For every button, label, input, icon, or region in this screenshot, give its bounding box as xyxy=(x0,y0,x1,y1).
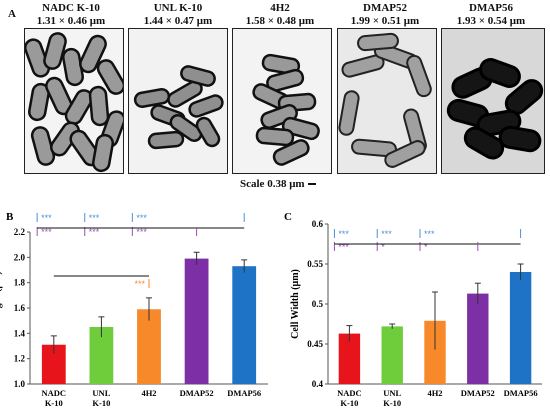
scale-text: Scale 0.38 μm xyxy=(240,178,305,190)
significance-label: *** xyxy=(134,279,145,289)
panel-letter: B xyxy=(6,211,14,223)
bar xyxy=(137,309,161,384)
y-tick-label: 1.8 xyxy=(14,278,26,288)
y-tick-label: 1.2 xyxy=(14,354,26,364)
significance-label: *** xyxy=(41,213,52,223)
bar xyxy=(509,272,532,384)
micrograph-drawing xyxy=(338,32,432,168)
caption-size: 1.99 × 0.51 μm xyxy=(350,15,420,27)
significance-label: *** xyxy=(424,229,435,239)
micrograph-4h2 xyxy=(232,28,332,174)
y-axis-label: Cell Length (μm) xyxy=(0,271,3,344)
x-tick-label: DMAP52 xyxy=(461,388,495,398)
y-tick-label: 1.4 xyxy=(14,328,26,338)
significance-label: *** xyxy=(338,242,349,252)
x-tick-label: DMAP56 xyxy=(504,388,538,398)
y-axis-label: Cell Width (μm) xyxy=(290,269,301,339)
x-tick-label: UNL K-10 xyxy=(383,388,401,408)
chart-cell-length: B 1.0 1.2 1.4 1.6 1.8 2.0 2.2 Cell Length (μm) NA… xyxy=(0,211,268,408)
x-tick-label: 4H2 xyxy=(427,388,442,398)
y-tick-label: 2.0 xyxy=(14,252,26,262)
chart-cell-width: C 0.4 0.45 0.5 0.55 0.6 Cell Width (μm) NADC K-1… xyxy=(284,211,542,408)
x-tick-label: DMAP52 xyxy=(180,388,214,398)
significance-label: *** xyxy=(136,213,147,223)
significance-label: *** xyxy=(89,227,100,237)
caption-4h2: 4H2 1.58 × 0.48 μm xyxy=(228,2,332,28)
y-tick-label: 2.2 xyxy=(14,227,26,237)
y-tick-label: 0.5 xyxy=(312,299,324,309)
significance-label: *** xyxy=(338,229,349,239)
panel-a-letter: A xyxy=(8,8,16,20)
caption-dmap52: DMAP52 1.99 × 0.51 μm xyxy=(333,2,437,28)
significance-label: *** xyxy=(381,229,392,239)
panel-letter: C xyxy=(284,211,292,223)
micrograph-drawing xyxy=(252,53,320,166)
y-tick-label: 1.6 xyxy=(14,303,26,313)
bar xyxy=(184,258,209,384)
micrograph-drawing xyxy=(25,32,123,173)
micrograph-drawing xyxy=(133,65,224,150)
caption-name: UNL K-10 xyxy=(153,2,203,14)
x-tick-label: NADC K-10 xyxy=(42,388,67,408)
caption-size: 1.58 × 0.48 μm xyxy=(245,15,315,27)
caption-size: 1.93 × 0.54 μm xyxy=(456,15,526,27)
caption-dmap56: DMAP56 1.93 × 0.54 μm xyxy=(437,2,545,28)
caption-name: DMAP52 xyxy=(363,2,407,14)
bar xyxy=(338,333,361,384)
x-tick-label: UNL K-10 xyxy=(92,388,110,408)
x-tick-label: 4H2 xyxy=(141,388,156,398)
caption-unl-k10: UNL K-10 1.44 × 0.47 μm xyxy=(128,2,228,28)
significance-label: *** xyxy=(136,227,147,237)
scale-bar xyxy=(307,183,316,186)
micrograph-unl-k10 xyxy=(128,28,228,174)
y-tick-label: 1.0 xyxy=(14,379,26,389)
x-tick-label: NADC K-10 xyxy=(337,388,362,408)
caption-size: 1.44 × 0.47 μm xyxy=(143,15,213,27)
significance-label: *** xyxy=(41,227,52,237)
bar xyxy=(232,266,257,384)
significance-label: *** xyxy=(89,213,100,223)
y-tick-label: 0.6 xyxy=(312,219,324,229)
caption-size: 1.31 × 0.46 μm xyxy=(36,15,106,27)
scale-label: Scale 0.38 μm xyxy=(240,178,316,190)
caption-name: 4H2 xyxy=(270,2,290,14)
y-tick-label: 0.4 xyxy=(312,379,324,389)
bar xyxy=(467,293,489,384)
significance-label: * xyxy=(424,242,428,252)
significance-label: * xyxy=(381,242,385,252)
caption-name: DMAP56 xyxy=(469,2,513,14)
bar xyxy=(89,327,114,384)
micrograph-dmap56 xyxy=(441,28,545,174)
caption-nadc-k10: NADC K-10 1.31 × 0.46 μm xyxy=(10,2,132,28)
micrograph-drawing xyxy=(442,29,544,173)
bar xyxy=(41,344,66,384)
x-tick-label: DMAP56 xyxy=(227,388,261,398)
caption-name: NADC K-10 xyxy=(42,2,100,14)
micrograph-nadc-k10 xyxy=(24,28,124,174)
bar xyxy=(381,326,403,384)
micrograph-dmap52 xyxy=(337,28,437,174)
y-tick-label: 0.45 xyxy=(307,339,323,349)
y-tick-label: 0.55 xyxy=(307,259,323,269)
bar xyxy=(424,320,446,384)
